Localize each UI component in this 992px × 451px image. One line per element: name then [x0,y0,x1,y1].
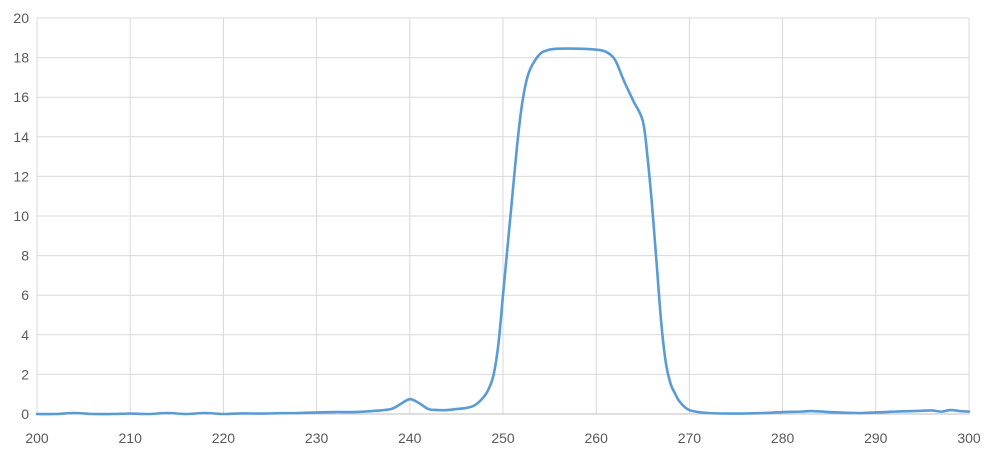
x-tick-label: 230 [305,430,329,446]
y-tick-label: 6 [21,287,29,303]
x-tick-label: 200 [25,430,49,446]
y-tick-label: 0 [21,406,29,422]
x-tick-label: 290 [864,430,888,446]
y-tick-label: 18 [13,50,29,66]
x-tick-label: 280 [771,430,795,446]
x-tick-label: 250 [491,430,515,446]
x-tick-label: 300 [957,430,981,446]
tick-labels: 0 2 4 6 8 10 12 14 16 18 20 200 210 220 230 240 250 260 27… [13,10,980,446]
series-layer [35,47,971,416]
y-tick-label: 20 [13,10,29,26]
y-tick-label: 8 [21,248,29,264]
x-tick-label: 260 [585,430,609,446]
y-tick-label: 10 [13,208,29,224]
y-tick-label: 2 [21,366,29,382]
y-tick-label: 14 [13,129,29,145]
y-tick-label: 12 [13,168,29,184]
grid-lines [36,17,970,414]
x-tick-label: 210 [119,430,143,446]
x-tick-label: 270 [678,430,702,446]
y-tick-label: 16 [13,89,29,105]
series-line-0 [35,47,971,416]
y-tick-label: 4 [21,327,29,343]
x-tick-label: 240 [398,430,422,446]
x-tick-label: 220 [212,430,236,446]
